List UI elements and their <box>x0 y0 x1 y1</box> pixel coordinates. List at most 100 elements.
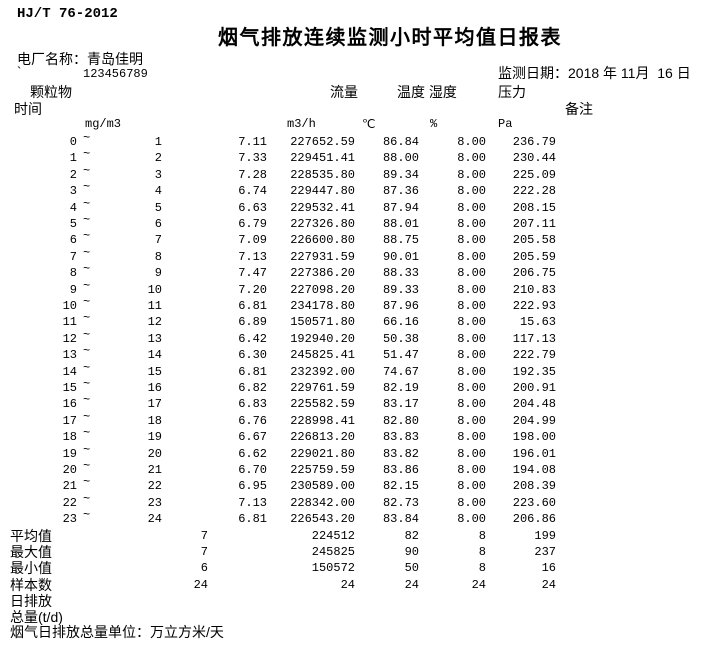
cell-temperature: 51.47 <box>382 348 419 363</box>
cell-flow: 227386.20 <box>290 266 355 281</box>
summary-label: 日排放 <box>10 592 52 609</box>
col-header-flow: 流量 <box>330 84 358 100</box>
tilde-mark: ~ <box>83 459 91 473</box>
col-header-time: 时间 <box>14 101 42 117</box>
cell-pressure: 236.79 <box>512 135 556 149</box>
cell-humidity: 8.00 <box>457 233 486 248</box>
cell-flow: 228998.41 <box>290 413 355 428</box>
cell-pressure: 222.93 <box>512 299 556 313</box>
plant-code: 123456789 <box>83 67 148 81</box>
cell-pressure: 196.01 <box>512 446 556 461</box>
hour-to: 10 <box>147 282 162 297</box>
hour-from: 12 <box>62 331 77 346</box>
cell-temperature: 82.80 <box>382 413 419 428</box>
hour-to: 21 <box>147 463 162 477</box>
cell-temperature: 87.96 <box>382 299 419 313</box>
cell-particulate: 6.76 <box>238 413 267 428</box>
cell-humidity: 8.00 <box>457 135 486 149</box>
cell-temperature: 88.01 <box>382 217 419 231</box>
table-row: 5 ~ 6 6.79 227326.80 88.01 8.00 207.11 <box>0 213 705 232</box>
plant-name-value: 青岛佳明 <box>87 51 143 67</box>
cell-temperature: 83.17 <box>382 397 419 412</box>
hour-from: 6 <box>69 233 77 248</box>
summary-label: 最小值 <box>10 560 52 577</box>
hour-to: 11 <box>147 299 162 313</box>
table-row: 13 ~ 14 6.30 245825.41 51.47 8.00 222.79 <box>0 344 705 363</box>
cell-particulate: 7.47 <box>238 266 267 281</box>
hour-from: 15 <box>62 381 77 395</box>
tilde-mark: ~ <box>83 278 91 293</box>
hour-from: 11 <box>62 315 77 330</box>
hour-from: 23 <box>62 512 77 527</box>
tilde-mark: ~ <box>83 344 91 359</box>
unit-humidity: % <box>430 117 438 131</box>
hour-from: 4 <box>69 200 77 215</box>
cell-flow: 225759.59 <box>290 463 355 477</box>
hour-from: 7 <box>69 249 77 264</box>
cell-particulate: 6.82 <box>238 381 267 395</box>
cell-particulate: 7.20 <box>238 282 267 297</box>
cell-humidity: 8.00 <box>457 397 486 412</box>
cell-particulate: 6.62 <box>238 446 267 461</box>
table-row: 2 ~ 3 7.28 228535.80 89.34 8.00 225.09 <box>0 164 705 183</box>
tilde-mark: ~ <box>83 229 91 244</box>
summary-cell-pressure: 24 <box>541 577 556 592</box>
summary-cell-particulate: 7 <box>200 545 208 560</box>
summary-cell-temperature: 82 <box>404 529 419 543</box>
cell-particulate: 6.81 <box>238 364 267 379</box>
tilde-mark: ~ <box>83 245 91 260</box>
unit-flow: m3/h <box>287 117 316 131</box>
cell-temperature: 87.36 <box>382 184 419 199</box>
cell-humidity: 8.00 <box>457 381 486 395</box>
table-row: 1 ~ 2 7.33 229451.41 88.00 8.00 230.44 <box>0 147 705 166</box>
tilde-mark: ~ <box>83 442 91 457</box>
table-row: 16 ~ 17 6.83 225582.59 83.17 8.00 204.48 <box>0 393 705 412</box>
cell-flow: 227931.59 <box>290 249 355 264</box>
cell-flow: 232392.00 <box>290 364 355 379</box>
summary-cell-particulate: 6 <box>200 561 208 576</box>
table-row: 8 ~ 9 7.47 227386.20 88.33 8.00 206.75 <box>0 262 705 281</box>
cell-flow: 150571.80 <box>290 315 355 330</box>
hour-from: 0 <box>69 135 77 149</box>
tilde-mark: ~ <box>83 163 91 178</box>
summary-cell-temperature: 50 <box>404 561 419 576</box>
summary-cell-pressure: 199 <box>534 529 556 543</box>
table-row: 23 ~ 24 6.81 226543.20 83.84 8.00 206.86 <box>0 508 705 527</box>
cell-humidity: 8.00 <box>457 495 486 510</box>
cell-particulate: 6.81 <box>238 512 267 527</box>
plant-name-line: 电厂名称：青岛佳明 <box>17 51 143 67</box>
cell-pressure: 204.99 <box>512 413 556 428</box>
table-row: 11 ~ 12 6.89 150571.80 66.16 8.00 15.63 <box>0 311 705 330</box>
hour-from: 3 <box>69 184 77 199</box>
cell-pressure: 206.75 <box>512 266 556 281</box>
hour-from: 10 <box>62 299 77 313</box>
summary-cell-humidity: 8 <box>478 561 486 576</box>
tick-mark: ` <box>17 64 22 79</box>
col-header-remark: 备注 <box>565 101 593 117</box>
table-row: 18 ~ 19 6.67 226813.20 83.83 8.00 198.00 <box>0 426 705 445</box>
cell-temperature: 86.84 <box>382 135 419 149</box>
cell-pressure: 192.35 <box>512 364 556 379</box>
summary-label: 总量(t/d) <box>10 609 63 625</box>
hour-to: 1 <box>154 135 162 149</box>
tilde-mark: ~ <box>83 311 91 326</box>
summary-cell-humidity: 8 <box>478 529 486 543</box>
table-row: 15 ~ 16 6.82 229761.59 82.19 8.00 200.91 <box>0 377 705 396</box>
cell-temperature: 83.84 <box>382 512 419 527</box>
tilde-mark: ~ <box>83 180 91 195</box>
cell-particulate: 7.13 <box>238 495 267 510</box>
cell-particulate: 6.83 <box>238 397 267 412</box>
cell-flow: 227098.20 <box>290 282 355 297</box>
table-row: 17 ~ 18 6.76 228998.41 82.80 8.00 204.99 <box>0 410 705 429</box>
tilde-mark: ~ <box>83 327 91 342</box>
hour-from: 2 <box>69 167 77 182</box>
cell-particulate: 7.33 <box>238 151 267 166</box>
cell-pressure: 194.08 <box>512 463 556 477</box>
cell-temperature: 90.01 <box>382 249 419 264</box>
cell-pressure: 198.00 <box>512 430 556 445</box>
hour-to: 4 <box>154 184 162 199</box>
summary-cell-particulate: 7 <box>200 529 208 543</box>
summary-label: 最大值 <box>10 544 52 561</box>
table-row: 7 ~ 8 7.13 227931.59 90.01 8.00 205.59 <box>0 246 705 265</box>
cell-particulate: 6.70 <box>238 463 267 477</box>
